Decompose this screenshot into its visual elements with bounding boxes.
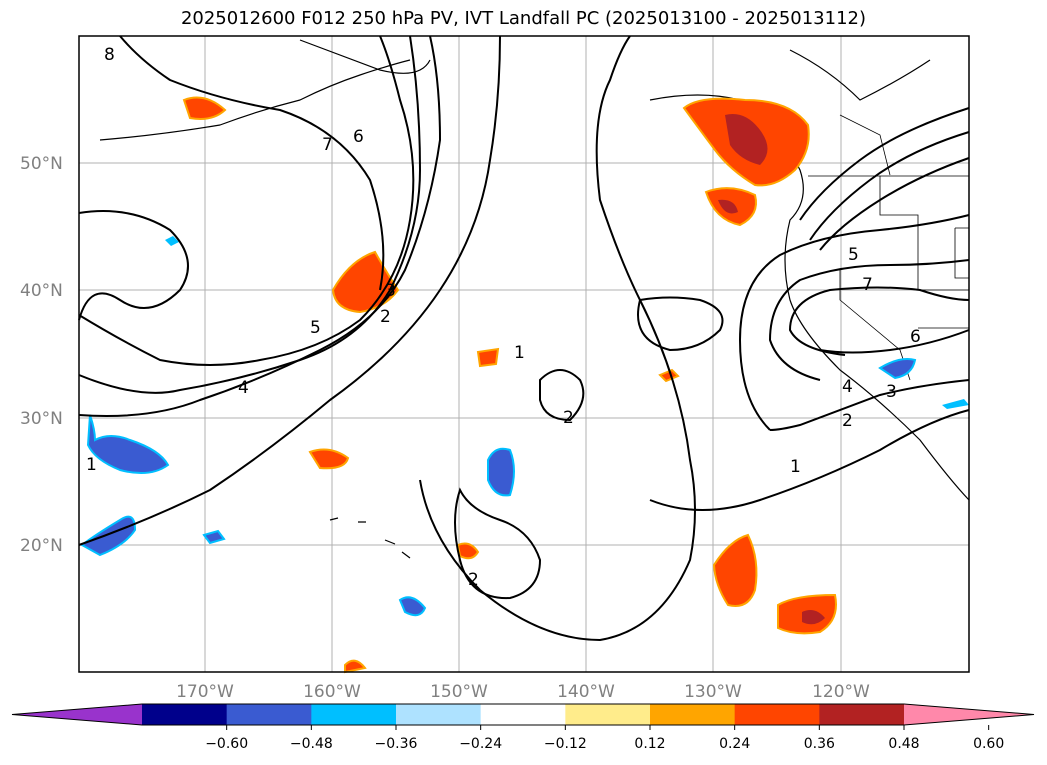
colorbar-tick-label: 0.48 — [888, 736, 919, 752]
colorbar-outline — [11, 703, 1035, 726]
lon-label-130w: 130°W — [684, 682, 742, 702]
colorbar-segment — [480, 704, 566, 725]
lon-label-140w: 140°W — [557, 682, 615, 702]
contour-label-1b: 1 — [86, 455, 97, 475]
contour-label-2c: 2 — [468, 570, 479, 590]
lat-label-40: 40°N — [20, 281, 63, 301]
colorbar-segment — [396, 704, 482, 725]
contour-label-2: 2 — [380, 307, 391, 327]
lon-label-120w: 120°W — [812, 682, 870, 702]
lat-label-30: 30°N — [20, 409, 63, 429]
contour-label-4: 4 — [238, 378, 249, 398]
contour-label-4b: 4 — [842, 377, 853, 397]
lat-label-50: 50°N — [20, 154, 63, 174]
lon-label-160w: 160°W — [303, 682, 361, 702]
positive-anomaly-patches — [182, 96, 837, 674]
colorbar-tick-label: 0.12 — [634, 736, 665, 752]
lon-label-170w: 170°W — [176, 682, 234, 702]
negative-anomaly-patches — [80, 236, 969, 617]
colorbar-tick-label: −0.24 — [459, 736, 502, 752]
colorbar-segment — [142, 704, 228, 725]
contour-label-1c: 1 — [790, 457, 801, 477]
colorbar-segment — [650, 704, 736, 725]
contour-label-7b: 7 — [862, 275, 873, 295]
colorbar-tick-label: −0.12 — [544, 736, 587, 752]
contour-labels: 8 7 6 5 4 3 2 1 1 2 2 1 7 6 5 4 3 2 — [86, 45, 921, 590]
lon-label-150w: 150°W — [430, 682, 488, 702]
colorbar-extend-high — [904, 704, 1034, 725]
colorbar-segment — [565, 704, 651, 725]
colorbar-tick-label: 0.24 — [719, 736, 750, 752]
colorbar-tick-label: −0.60 — [205, 736, 248, 752]
pv-contours — [78, 35, 970, 642]
contour-label-6: 6 — [353, 127, 364, 147]
contour-label-1: 1 — [514, 343, 525, 363]
latitude-labels: 50°N 40°N 30°N 20°N — [20, 154, 63, 556]
contour-label-8: 8 — [104, 45, 115, 65]
colorbar-tick-label: 0.36 — [804, 736, 835, 752]
colorbar-tick-label: −0.48 — [290, 736, 333, 752]
colorbar-extend-low — [12, 704, 142, 725]
map-frame — [78, 35, 970, 673]
contour-label-5: 5 — [310, 318, 321, 338]
colorbar: −0.60 −0.48 −0.36 −0.24 −0.12 0.12 0.24 0.36 0.4… — [11, 703, 1035, 752]
contour-label-3b: 3 — [886, 382, 897, 402]
map-area — [79, 36, 969, 672]
colorbar-segment — [819, 704, 905, 725]
colorbar-tick-label: 0.60 — [973, 736, 1004, 752]
colorbar-segment — [734, 704, 820, 725]
contour-label-2b: 2 — [563, 408, 574, 428]
map-title: 2025012600 F012 250 hPa PV, IVT Landfall… — [180, 8, 867, 29]
contour-label-7: 7 — [322, 135, 333, 155]
contour-label-2d: 2 — [842, 411, 853, 431]
lat-label-20: 20°N — [20, 536, 63, 556]
contour-label-5b: 5 — [848, 245, 859, 265]
colorbar-segment — [311, 704, 397, 725]
longitude-labels: 170°W 160°W 150°W 140°W 130°W 120°W — [176, 682, 870, 702]
contour-label-3: 3 — [385, 281, 396, 301]
contour-label-6b: 6 — [910, 327, 921, 347]
colorbar-tick-label: −0.36 — [375, 736, 418, 752]
colorbar-segment — [226, 704, 312, 725]
